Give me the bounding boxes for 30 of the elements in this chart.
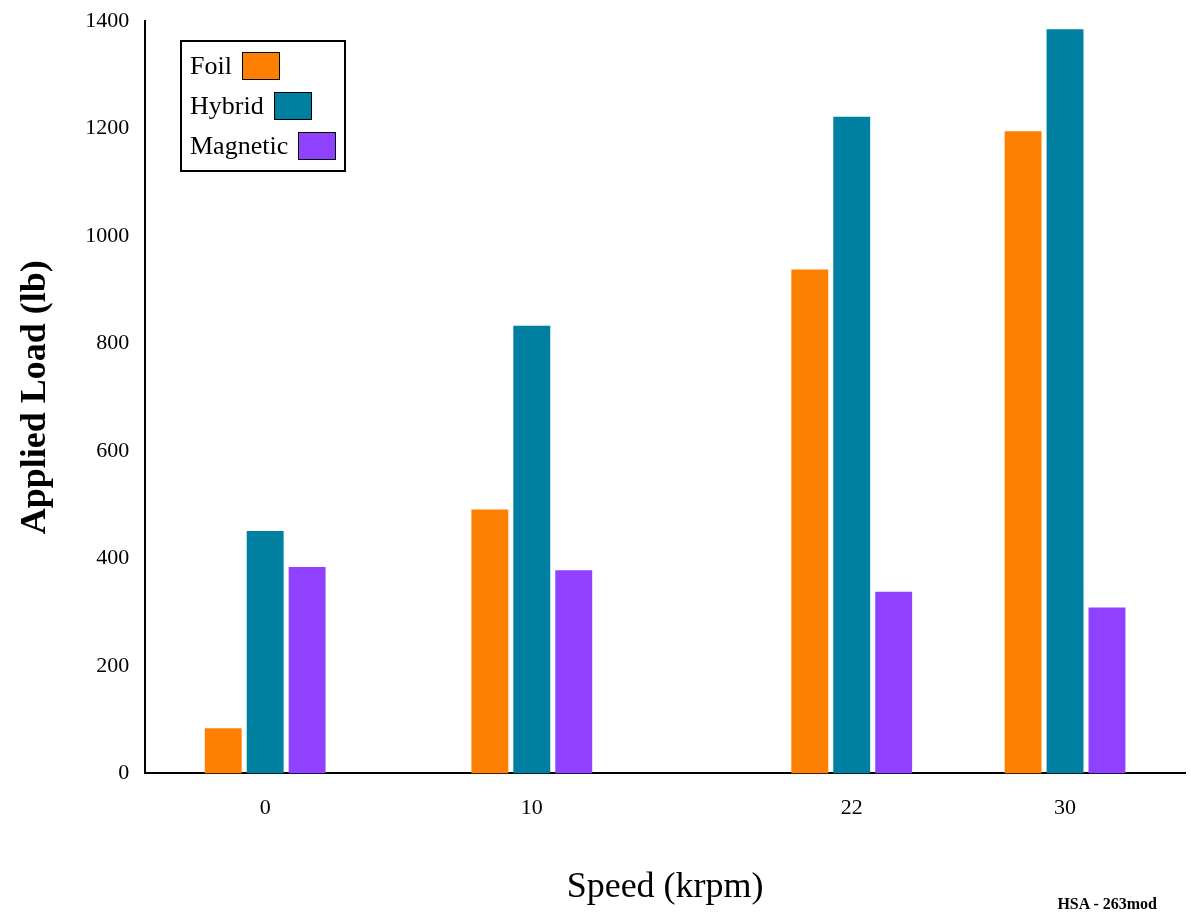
x-tick-label: 10	[520, 794, 543, 820]
x-tick-label: 0	[259, 794, 271, 820]
bar	[246, 531, 284, 774]
text: HSA - 263mod	[1057, 895, 1157, 913]
bar	[204, 728, 242, 774]
bar	[833, 116, 871, 774]
bar	[875, 591, 913, 774]
y-tick-label: 1200	[85, 114, 130, 140]
bar	[1088, 607, 1126, 774]
x-axis-title: Speed (krpm)	[566, 864, 764, 905]
bar	[513, 325, 551, 774]
x-tick-label: 30	[1054, 794, 1077, 820]
y-tick-label: 600	[96, 436, 130, 462]
y-tick-label: 0	[118, 759, 130, 785]
y-tick-label: 200	[96, 651, 130, 677]
bar	[471, 509, 509, 774]
y-axis-title: Applied Load (lb)	[12, 260, 53, 535]
y-tick-label: 1400	[85, 6, 130, 32]
y-tick-label: 400	[96, 544, 130, 570]
y-tick-label: 800	[96, 329, 130, 355]
x-tick-label: 22	[840, 794, 863, 820]
bar	[1046, 29, 1084, 774]
legend-label: Foil	[190, 51, 232, 81]
legend-label: Magnetic	[190, 131, 289, 161]
y-tick-label: 1000	[85, 221, 130, 247]
bar	[1004, 131, 1042, 774]
legend-label: Hybrid	[190, 91, 264, 121]
bar	[288, 567, 326, 774]
bar	[791, 269, 829, 774]
bar	[555, 570, 593, 774]
